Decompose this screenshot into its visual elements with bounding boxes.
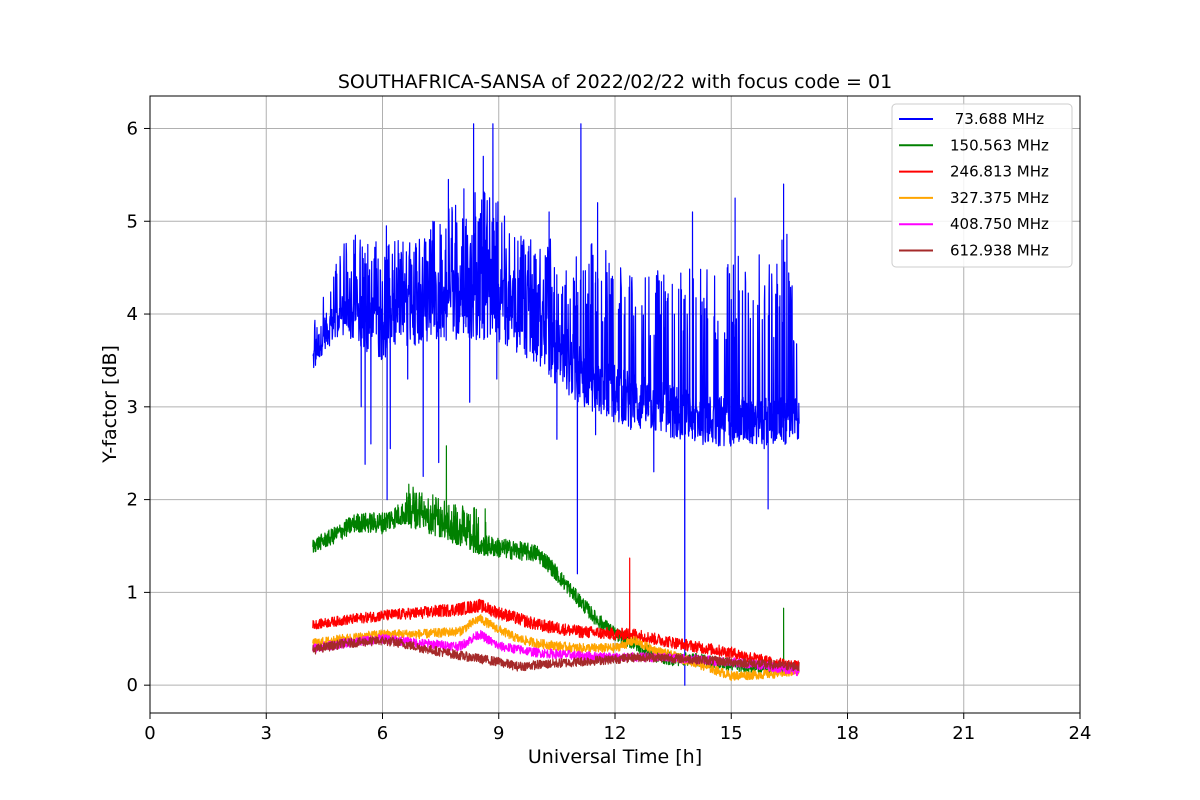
series-line-3 — [312, 557, 800, 672]
y-tick-label: 2 — [127, 490, 138, 511]
legend-box — [891, 103, 1073, 268]
series-line-1 — [312, 123, 800, 686]
x-tick-label: 6 — [377, 723, 388, 744]
x-tick-label: 15 — [720, 723, 743, 744]
x-axis-label: Universal Time [h] — [528, 746, 702, 768]
x-tick-label: 3 — [261, 723, 272, 744]
legend-label-4: 327.375 MHz — [950, 189, 1049, 207]
legend-label-1: 73.688 MHz — [950, 110, 1044, 128]
y-tick-label: 3 — [127, 397, 138, 418]
x-tick-label: 9 — [493, 723, 504, 744]
y-tick-label: 4 — [127, 304, 138, 325]
y-axis-label: Y-factor [dB] — [99, 345, 121, 464]
legend-label-3: 246.813 MHz — [950, 163, 1049, 181]
y-tick-label: 1 — [127, 582, 138, 603]
chart-title: SOUTHAFRICA-SANSA of 2022/02/22 with foc… — [338, 71, 892, 93]
legend-label-2: 150.563 MHz — [950, 136, 1049, 154]
y-tick-label: 6 — [127, 118, 138, 139]
series-line-6 — [312, 636, 800, 672]
x-tick-label: 24 — [1069, 723, 1092, 744]
x-tick-label: 21 — [952, 723, 975, 744]
y-tick-label: 0 — [127, 675, 138, 696]
x-axis: 0 3 6 9 12 15 18 21 24 — [144, 713, 1091, 744]
y-tick-label: 5 — [127, 211, 138, 232]
series-line-4 — [312, 614, 800, 682]
x-tick-label: 18 — [836, 723, 859, 744]
plot-area — [312, 123, 800, 686]
legend-label-5: 408.750 MHz — [950, 215, 1049, 233]
x-tick-label: 0 — [144, 723, 155, 744]
legend: 73.688 MHz 150.563 MHz 246.813 MHz 327.375 … — [891, 103, 1073, 268]
x-tick-label: 12 — [604, 723, 627, 744]
y-axis: 0 1 2 3 4 5 6 — [127, 118, 150, 696]
legend-label-6: 612.938 MHz — [950, 242, 1049, 260]
